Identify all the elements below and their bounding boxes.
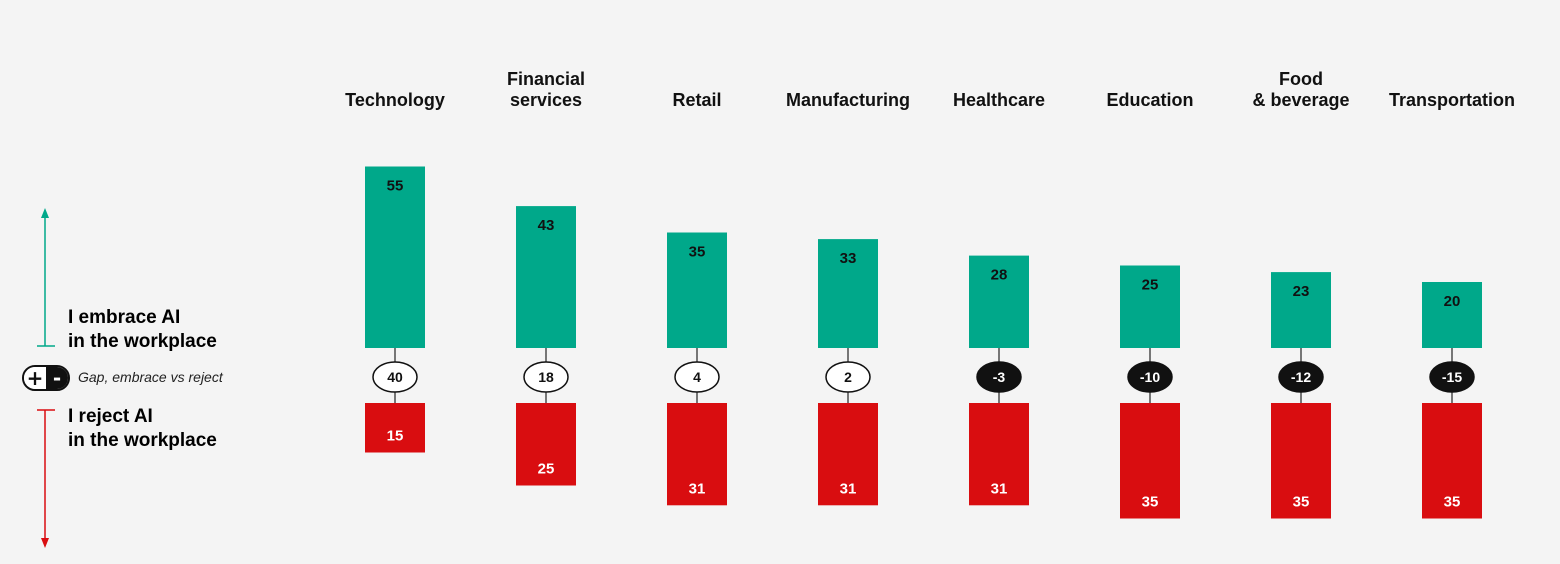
embrace-arrow-head <box>41 208 49 218</box>
reject-arrow-head <box>41 538 49 548</box>
reject-value-label: 15 <box>387 428 404 445</box>
reject-bar <box>516 403 576 486</box>
reject-value-label: 35 <box>1142 494 1159 511</box>
category-label: Transportation <box>1389 90 1515 110</box>
plus-minus-icon: + - <box>22 365 70 391</box>
embrace-bar <box>365 166 425 348</box>
gap-badge <box>1127 361 1173 393</box>
category-label: Retail <box>672 90 721 110</box>
plus-icon: + <box>24 367 46 389</box>
gap-legend-label: Gap, embrace vs reject <box>78 369 223 385</box>
gap-value-label: 40 <box>387 369 403 385</box>
reject-bar <box>365 403 425 453</box>
category-label: Education <box>1106 90 1193 110</box>
gap-value-label: -12 <box>1291 369 1311 385</box>
gap-badge <box>825 361 871 393</box>
gap-badge <box>523 361 569 393</box>
embrace-bar <box>667 232 727 348</box>
category-label: services <box>510 90 582 110</box>
category-label: Manufacturing <box>786 90 910 110</box>
category-label: Healthcare <box>953 90 1045 110</box>
embrace-bar <box>969 255 1029 348</box>
reject-value-label: 35 <box>1444 494 1461 511</box>
reject-bar <box>667 403 727 506</box>
embrace-bar <box>516 206 576 348</box>
category-label: & beverage <box>1252 90 1349 110</box>
gap-value-label: -10 <box>1140 369 1160 385</box>
reject-legend-line2: in the workplace <box>68 430 217 451</box>
embrace-value-label: 43 <box>538 217 555 234</box>
reject-legend-line1: I reject AI <box>68 406 153 427</box>
reject-bar <box>969 403 1029 506</box>
reject-value-label: 35 <box>1293 494 1310 511</box>
reject-bar <box>1120 403 1180 519</box>
embrace-legend-line1: I embrace AI <box>68 307 181 328</box>
embrace-legend-label: I embrace AI in the workplace <box>68 306 217 354</box>
embrace-value-label: 55 <box>387 178 404 195</box>
category-label: Food <box>1279 69 1323 89</box>
gap-value-label: 4 <box>693 369 701 385</box>
reject-value-label: 31 <box>991 480 1008 497</box>
embrace-bar <box>1271 272 1331 348</box>
embrace-bar <box>1422 282 1482 348</box>
gap-value-label: 2 <box>844 369 852 385</box>
reject-bar <box>1271 403 1331 519</box>
gap-value-label: -3 <box>993 369 1006 385</box>
embrace-value-label: 35 <box>689 244 706 261</box>
embrace-value-label: 28 <box>991 267 1008 284</box>
embrace-legend-line2: in the workplace <box>68 331 217 352</box>
reject-value-label: 25 <box>538 461 555 478</box>
gap-badge <box>1429 361 1475 393</box>
reject-bar <box>818 403 878 506</box>
embrace-value-label: 23 <box>1293 283 1310 300</box>
category-label: Financial <box>507 69 585 89</box>
reject-bar <box>1422 403 1482 519</box>
reject-value-label: 31 <box>840 480 857 497</box>
category-label: Technology <box>345 90 445 110</box>
embrace-value-label: 20 <box>1444 293 1461 310</box>
embrace-bar <box>1120 265 1180 348</box>
gap-badge <box>674 361 720 393</box>
reject-value-label: 31 <box>689 480 706 497</box>
gap-badge <box>976 361 1022 393</box>
embrace-value-label: 25 <box>1142 277 1159 294</box>
minus-icon: - <box>46 367 68 389</box>
reject-legend-label: I reject AI in the workplace <box>68 405 217 453</box>
gap-value-label: 18 <box>538 369 554 385</box>
gap-badge <box>1278 361 1324 393</box>
embrace-bar <box>818 239 878 348</box>
gap-badge <box>372 361 418 393</box>
gap-value-label: -15 <box>1442 369 1462 385</box>
embrace-value-label: 33 <box>840 250 857 267</box>
